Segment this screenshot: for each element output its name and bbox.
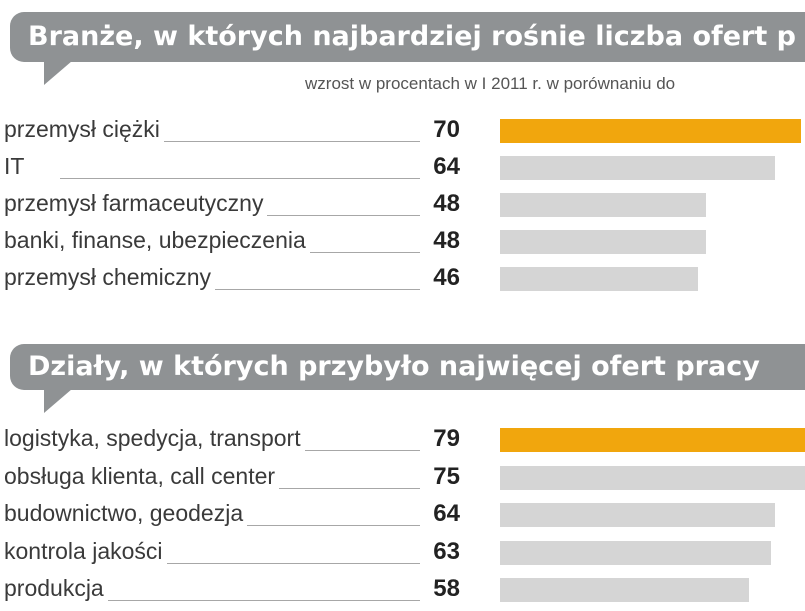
category-label: IT xyxy=(4,153,29,180)
bar xyxy=(500,230,707,254)
chart-1-title: Branże, w których najbardziej rośnie lic… xyxy=(28,21,796,52)
bar xyxy=(500,465,805,490)
value-label: 75 xyxy=(418,462,460,491)
category-label: logistyka, spedycja, transport xyxy=(4,425,305,452)
bar xyxy=(500,193,707,217)
chart-1-row: przemysł chemiczny 46 xyxy=(0,262,805,298)
chart-2-title: Działy, w których przybyło najwięcej ofe… xyxy=(28,351,760,382)
chart-1-banner-tail xyxy=(44,61,72,85)
bar xyxy=(500,503,776,527)
chart-1-subtitle: wzrost w procentach w I 2011 r. w porówn… xyxy=(305,74,676,93)
value-label: 48 xyxy=(418,190,460,218)
category-label: obsługa klienta, call center xyxy=(4,462,280,490)
value-label: 79 xyxy=(418,425,460,453)
chart-1-row: IT 64 xyxy=(0,151,805,187)
leader-line xyxy=(60,600,420,601)
chart-2-row: logistyka, spedycja, transport 79 xyxy=(0,423,805,459)
value-label: 48 xyxy=(418,227,460,255)
chart-2-row: kontrola jakości 63 xyxy=(0,536,805,572)
chart-2-row: budownictwo, geodezja 64 xyxy=(0,498,805,534)
category-label: kontrola jakości xyxy=(4,537,167,565)
chart-1-row: banki, finanse, ubezpieczenia 48 xyxy=(0,225,805,261)
bar xyxy=(500,119,801,143)
chart-1-row: przemysł ciężki 70 xyxy=(0,114,805,150)
chart-1-title-banner: Branże, w których najbardziej rośnie lic… xyxy=(10,12,805,62)
chart-2-row: produkcja 58 xyxy=(0,573,805,609)
category-label: banki, finanse, ubezpieczenia xyxy=(4,227,310,254)
bar xyxy=(500,428,805,452)
value-label: 46 xyxy=(418,264,460,292)
chart-2-row: obsługa klienta, call center 75 xyxy=(0,461,805,497)
leader-line xyxy=(60,562,420,564)
value-label: 63 xyxy=(418,537,460,566)
chart-2-title-banner: Działy, w których przybyło najwięcej ofe… xyxy=(10,344,805,390)
chart-1-row: przemysł farmaceutyczny 48 xyxy=(0,188,805,224)
category-label: produkcja xyxy=(4,575,108,602)
leader-line xyxy=(60,141,420,142)
category-label: budownictwo, geodezja xyxy=(4,500,248,527)
leader-line xyxy=(60,289,420,290)
value-label: 64 xyxy=(418,500,460,528)
value-label: 58 xyxy=(418,575,460,603)
bar xyxy=(500,578,750,602)
chart-2-banner-tail xyxy=(44,389,72,413)
bar xyxy=(500,540,771,565)
value-label: 64 xyxy=(418,153,460,181)
category-label: przemysł ciężki xyxy=(4,116,164,143)
bar xyxy=(500,156,776,180)
leader-line xyxy=(60,178,420,179)
value-label: 70 xyxy=(418,116,460,144)
category-label: przemysł farmaceutyczny xyxy=(4,190,268,217)
bar xyxy=(500,267,698,291)
category-label: przemysł chemiczny xyxy=(4,264,216,291)
